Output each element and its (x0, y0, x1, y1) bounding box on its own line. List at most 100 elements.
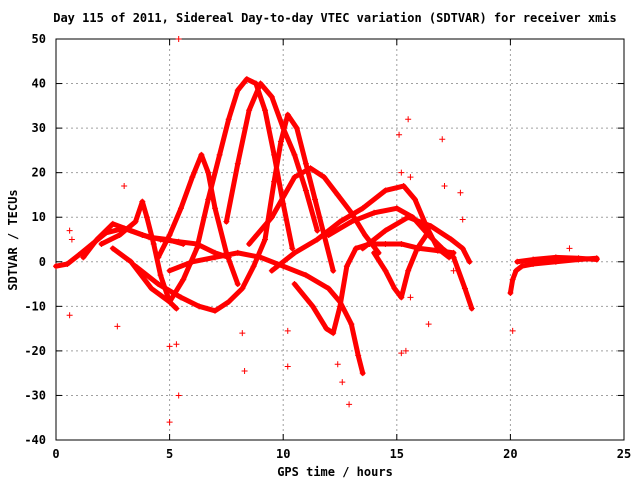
y-tick-label: -30 (24, 388, 46, 402)
data-point (243, 76, 250, 83)
data-point (271, 178, 278, 185)
y-axis-label: SDTVAR / TECUs (6, 189, 20, 290)
data-point (53, 263, 59, 270)
data-point (157, 272, 164, 279)
y-tick-label: -20 (24, 344, 46, 358)
outlier-point (450, 267, 457, 274)
x-axis-label: GPS time / hours (277, 465, 393, 479)
data-point (284, 111, 291, 118)
data-point (314, 236, 321, 243)
data-point (382, 187, 389, 194)
data-point (302, 187, 309, 194)
data-point (289, 245, 296, 252)
outlier-point (398, 169, 405, 176)
data-point (414, 245, 421, 252)
outlier-point (396, 131, 403, 138)
data-point (139, 198, 146, 205)
data-point (177, 294, 184, 301)
data-point (177, 205, 184, 212)
data-point (459, 245, 466, 252)
grid (56, 39, 624, 440)
data-point (359, 370, 366, 377)
data-point (448, 236, 455, 243)
data-point (382, 267, 389, 274)
data-point (330, 330, 337, 337)
data-point (277, 138, 284, 145)
data-point (280, 125, 287, 132)
data-point (212, 205, 219, 212)
y-tick-label: 30 (32, 121, 46, 135)
outlier-point (459, 216, 466, 223)
outlier-point (66, 312, 73, 319)
outlier-point (334, 361, 341, 368)
data-point (405, 214, 412, 221)
data-point (371, 249, 378, 256)
y-tick-label: 50 (32, 32, 46, 46)
data-marks (53, 36, 600, 426)
outlier-point (457, 189, 464, 196)
data-point (330, 267, 337, 274)
data-point (291, 174, 298, 181)
data-point (398, 240, 405, 247)
outlier-point (346, 401, 353, 408)
data-point (132, 218, 139, 225)
x-tick-label: 15 (390, 447, 404, 461)
y-tick-label: 20 (32, 166, 46, 180)
data-point (450, 254, 457, 261)
outlier-point (284, 327, 291, 334)
outlier-point (239, 330, 246, 337)
data-point (291, 281, 298, 288)
outlier-point (175, 392, 182, 399)
outlier-point (339, 379, 346, 386)
data-track (246, 165, 382, 256)
y-tick-label: -40 (24, 433, 46, 447)
outlier-point (68, 236, 75, 243)
data-point (268, 93, 275, 100)
data-point (148, 285, 155, 292)
data-point (257, 80, 264, 87)
data-point (439, 245, 446, 252)
data-track (53, 225, 232, 270)
data-track (98, 198, 180, 312)
data-point (393, 205, 400, 212)
data-point (427, 223, 434, 230)
outlier-point (407, 294, 414, 301)
data-point (291, 249, 298, 256)
data-point (359, 245, 366, 252)
data-point (461, 285, 468, 292)
data-point (355, 352, 362, 359)
data-point (225, 116, 232, 123)
data-point (434, 247, 441, 254)
data-track (371, 232, 430, 301)
data-point (155, 254, 162, 261)
outlier-point (166, 343, 173, 350)
data-point (257, 254, 264, 261)
data-point (575, 255, 582, 262)
data-point (359, 205, 366, 212)
data-track (223, 80, 321, 234)
data-point (109, 245, 116, 252)
data-point (423, 232, 430, 239)
data-point (302, 160, 309, 167)
data-point (382, 227, 389, 234)
x-tick-label: 0 (52, 447, 59, 461)
data-point (293, 125, 300, 132)
data-point (509, 276, 516, 283)
data-point (307, 165, 314, 172)
data-point (166, 232, 173, 239)
data-point (343, 263, 350, 270)
data-point (212, 307, 219, 314)
y-tick-label: 10 (32, 210, 46, 224)
data-point (166, 267, 173, 274)
data-point (216, 151, 223, 158)
outlier-point (439, 136, 446, 143)
data-point (150, 240, 157, 247)
data-point (180, 276, 187, 283)
data-point (109, 220, 116, 227)
data-point (80, 254, 87, 261)
data-point (75, 252, 82, 259)
plot-frame (55, 38, 625, 441)
data-track (132, 111, 337, 314)
data-point (198, 151, 205, 158)
